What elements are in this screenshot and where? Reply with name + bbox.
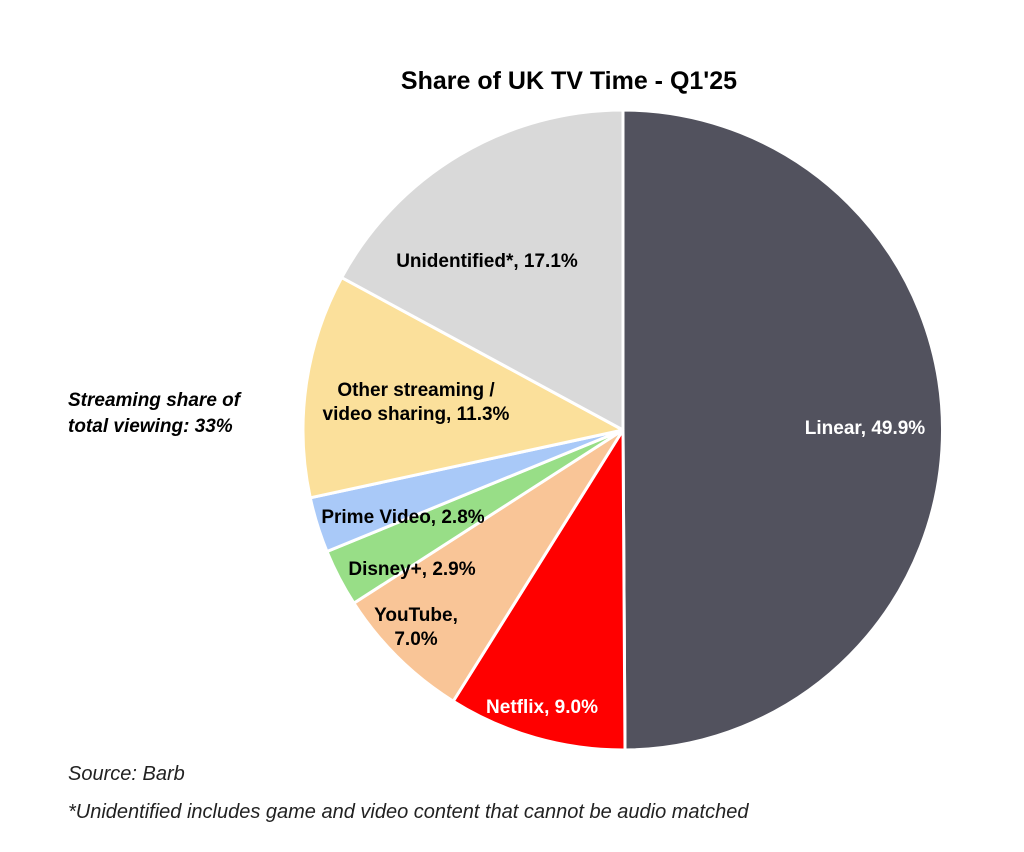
slice-label-other-streaming-video-sharing: Other streaming / video sharing, 11.3% (323, 380, 510, 425)
pie-slice-other-streaming-video-sharing (301, 276, 625, 500)
pie-slice-netflix (451, 428, 627, 752)
pie-slice-youtube (352, 428, 625, 703)
slice-label-netflix: Netflix, 9.0% (486, 697, 598, 718)
streaming-share-text: Streaming share of total viewing: 33% (68, 390, 242, 437)
pie-slice-unidentified (340, 108, 625, 432)
slice-label-unidentified: Unidentified*, 17.1% (396, 251, 578, 272)
streaming-share-annotation: Streaming share of total viewing: 33% (68, 390, 242, 437)
pie-chart: Share of UK TV Time - Q1'25 Linear, 49.9… (68, 67, 945, 752)
slice-label-prime-video: Prime Video, 2.8% (321, 507, 484, 528)
chart-title: Share of UK TV Time - Q1'25 (401, 67, 737, 95)
slice-label-disney: Disney+, 2.9% (348, 559, 475, 580)
slice-label-linear: Linear, 49.9% (805, 418, 926, 439)
slice-label-youtube: YouTube, 7.0% (374, 605, 458, 650)
source-note: Source: Barb (68, 763, 185, 785)
unidentified-footnote: *Unidentified includes game and video co… (68, 801, 749, 823)
slice-labels: Linear, 49.9% Netflix, 9.0% YouTube, 7.0% Di… (321, 251, 925, 718)
pie-slices (301, 108, 945, 752)
pie-slice-linear (621, 108, 945, 752)
